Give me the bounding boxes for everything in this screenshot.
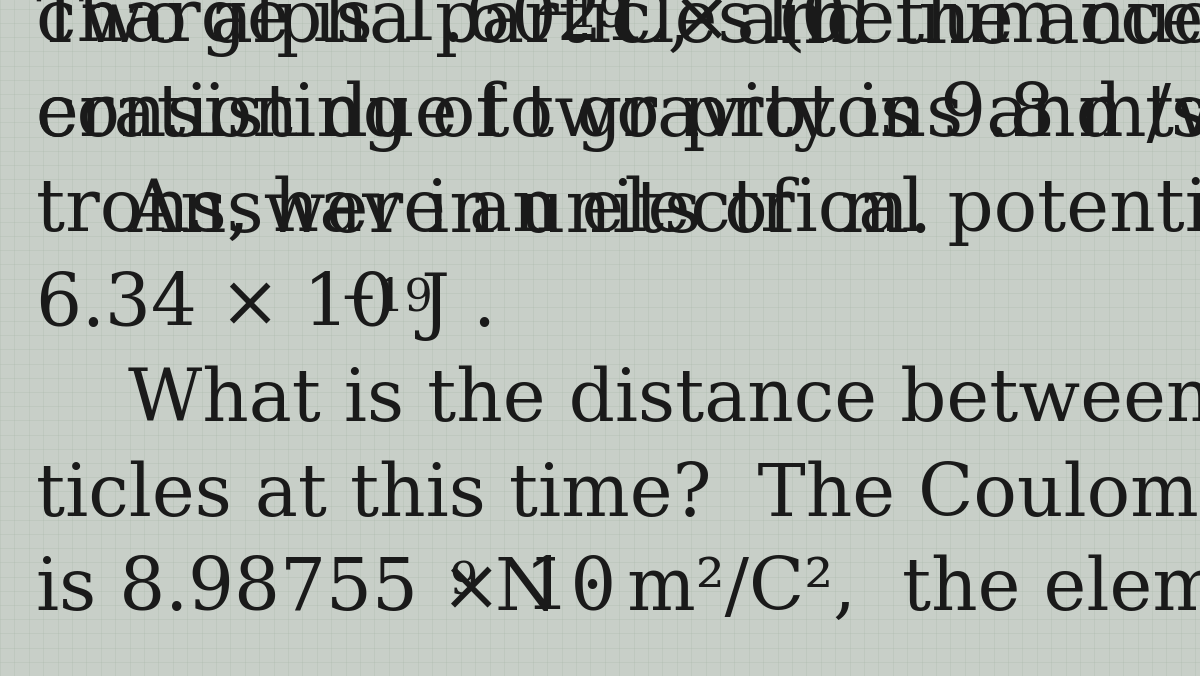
- Text: What is the distance between these par-: What is the distance between these par-: [36, 366, 1200, 436]
- Text: Two alpha particles (helium nuclei), each: Two alpha particles (helium nuclei), eac…: [36, 0, 1200, 57]
- Text: 9: 9: [449, 560, 478, 604]
- Text: eration due to gravity is 9.8 m/s².: eration due to gravity is 9.8 m/s².: [36, 80, 1200, 152]
- Text: ticles at this time?  The Coulomb constant: ticles at this time? The Coulomb constan…: [36, 460, 1200, 531]
- Text: trons, have an electrical potential energy of: trons, have an electrical potential ener…: [36, 175, 1200, 247]
- Text: C,  and the accel-: C, and the accel-: [592, 0, 1200, 57]
- Text: 6.34 × 10: 6.34 × 10: [36, 271, 395, 341]
- Text: N · m²/C²,  the elemental: N · m²/C², the elemental: [472, 555, 1200, 625]
- Text: consisting of two protons and two neu-: consisting of two protons and two neu-: [36, 80, 1200, 152]
- Text: charge is 1.6021 × 10: charge is 1.6021 × 10: [36, 0, 847, 57]
- Text: −19: −19: [533, 0, 626, 36]
- Text: −19: −19: [340, 276, 433, 320]
- Text: J .: J .: [398, 271, 497, 341]
- Text: Answer in units of  m.: Answer in units of m.: [36, 176, 932, 247]
- Text: is 8.98755 × 10: is 8.98755 × 10: [36, 555, 617, 625]
